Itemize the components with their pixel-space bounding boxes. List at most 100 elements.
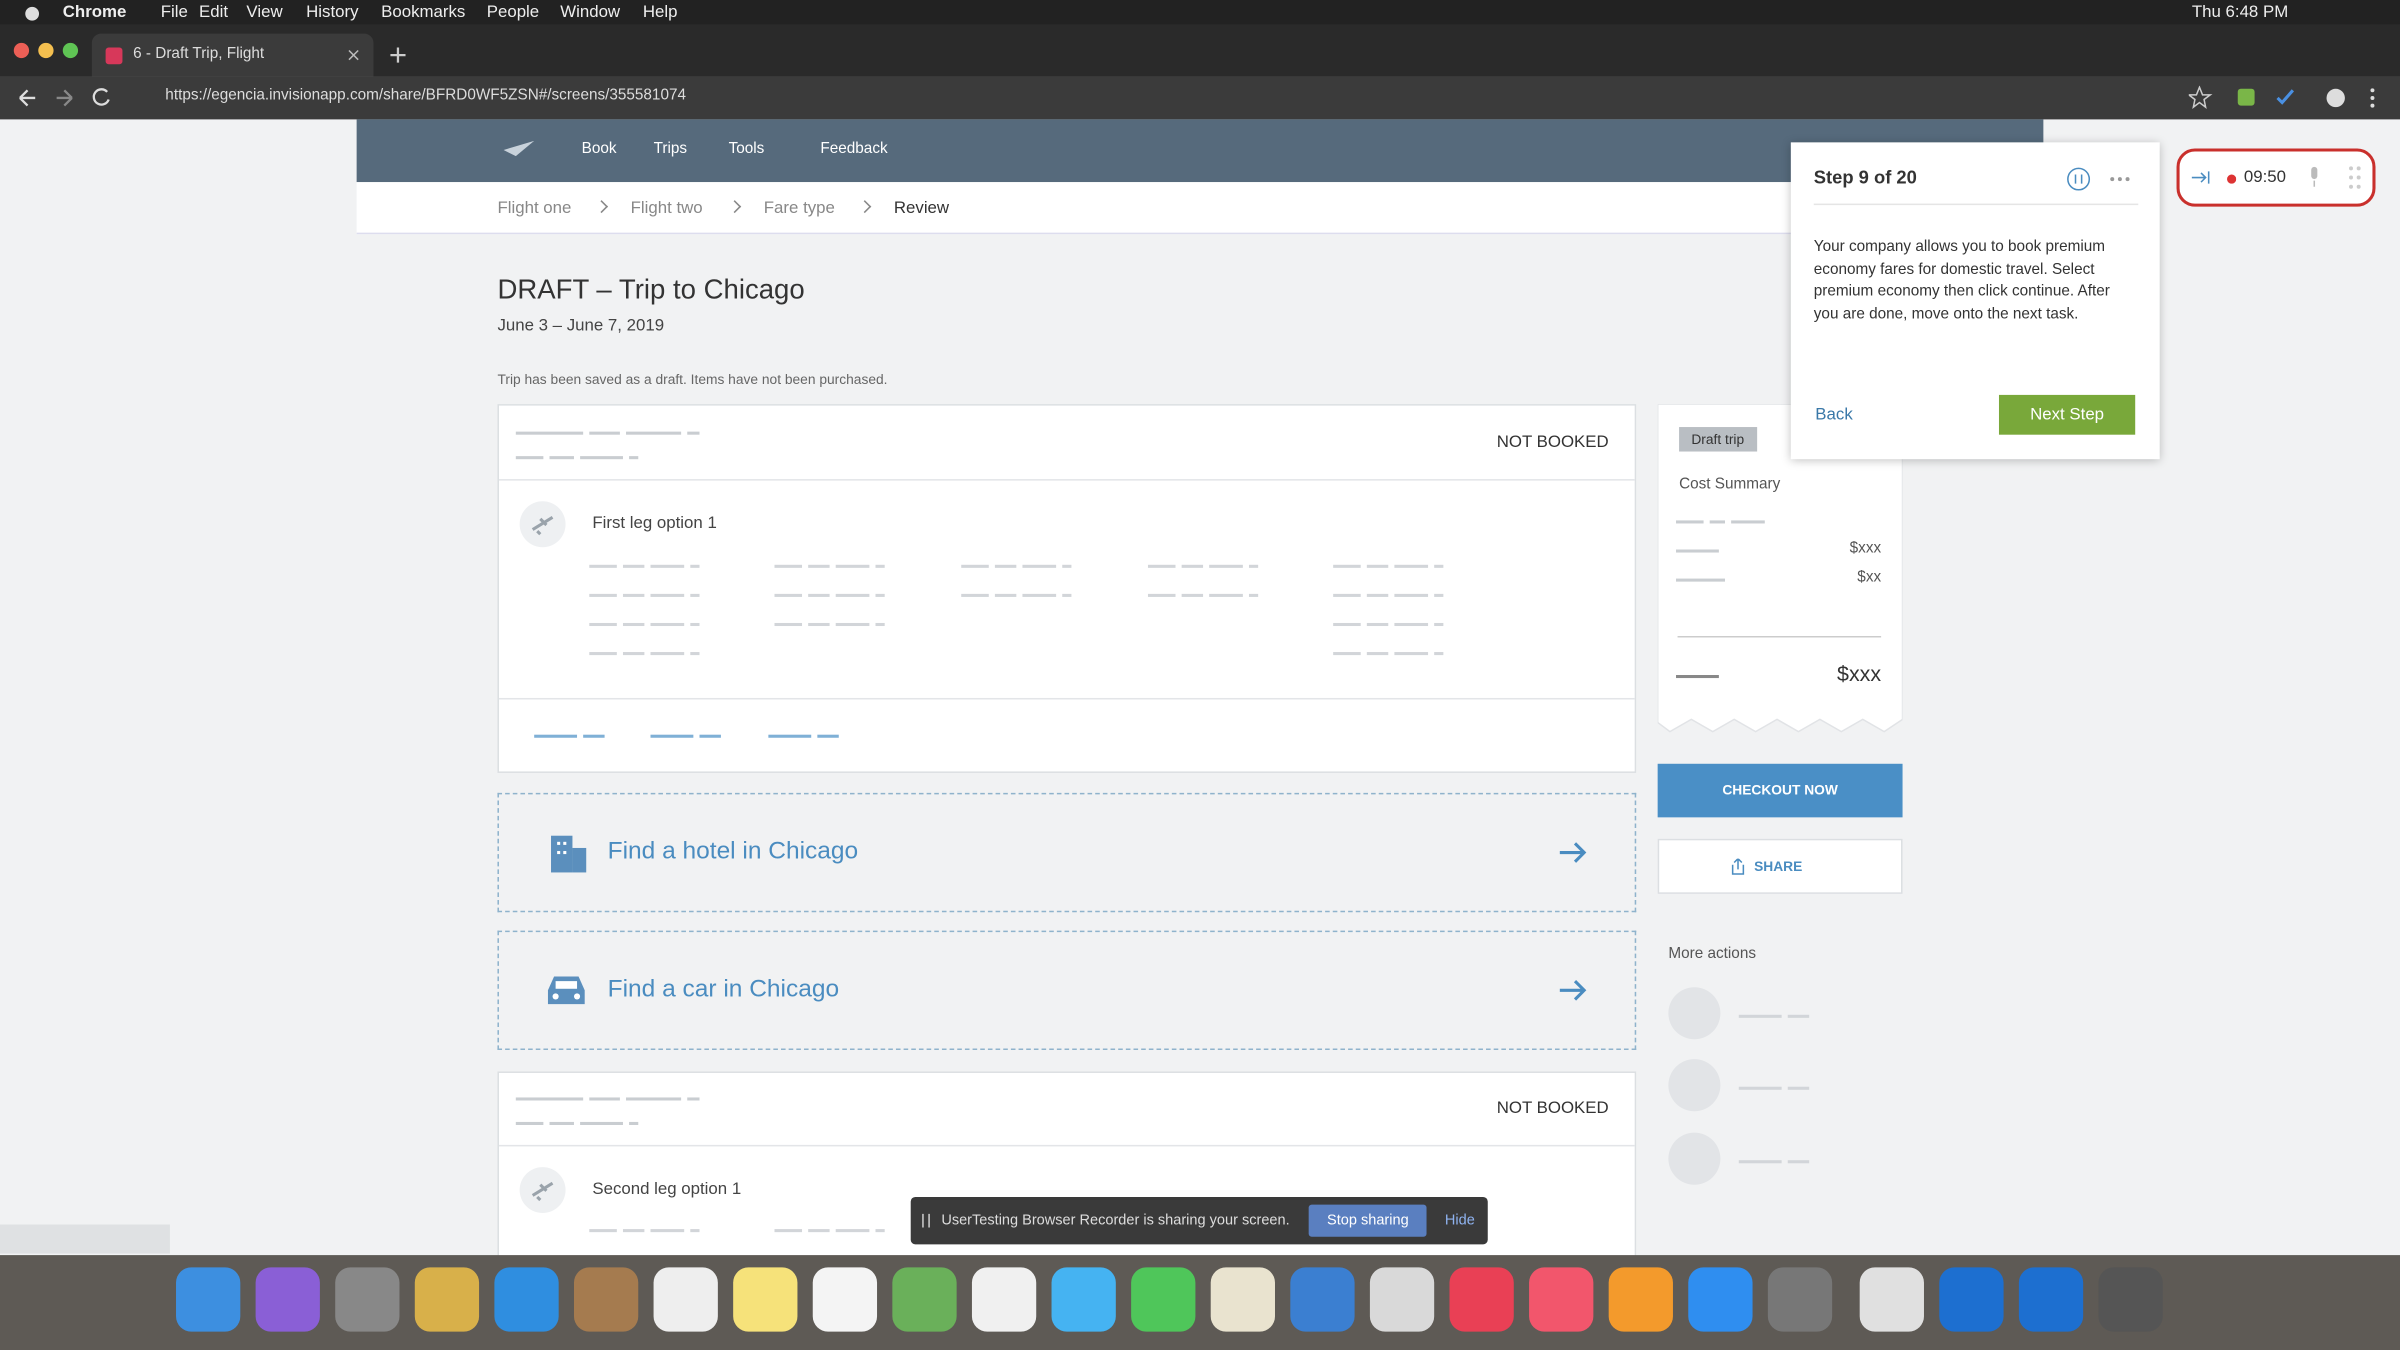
tab-bar: 6 - Draft Trip, Flight <box>0 24 2400 77</box>
placeholder-line <box>650 734 694 738</box>
menu-item[interactable]: Bookmarks <box>381 3 466 22</box>
menu-item[interactable]: View <box>246 3 283 22</box>
dock-icon[interactable] <box>1210 1267 1275 1332</box>
dock-icon[interactable] <box>653 1267 718 1332</box>
breadcrumb-bar: Flight one Flight two Fare type Review <box>356 182 2044 235</box>
panel-controls[interactable] <box>2066 167 2130 191</box>
placeholder-line <box>1181 564 1204 568</box>
dock-icon[interactable] <box>2018 1267 2084 1332</box>
back-button[interactable]: Back <box>1815 405 1853 424</box>
breadcrumb[interactable]: Fare type <box>763 198 835 218</box>
dock-icon[interactable] <box>1051 1267 1116 1332</box>
placeholder-line <box>622 593 645 597</box>
dock-icon[interactable] <box>1767 1267 1833 1332</box>
recorder: 09:50 <box>2176 148 2376 207</box>
breadcrumb[interactable]: Flight two <box>630 198 703 218</box>
placeholder-line <box>1366 593 1389 597</box>
hide-button[interactable]: Hide <box>1444 1212 1475 1230</box>
dock-icon[interactable] <box>971 1267 1037 1332</box>
checkout-button[interactable]: CHECKOUT NOW <box>1657 763 1903 818</box>
menu-item[interactable]: Help <box>642 3 678 22</box>
placeholder-line <box>875 1229 885 1233</box>
placeholder-line <box>835 593 870 597</box>
tab-close[interactable] <box>347 49 359 61</box>
dock-icon[interactable] <box>1449 1267 1514 1332</box>
menu-item[interactable]: History <box>306 3 359 22</box>
placeholder-line <box>835 564 870 568</box>
placeholder-line <box>774 1229 803 1233</box>
dock-icon[interactable] <box>335 1267 400 1332</box>
dock-icon[interactable] <box>892 1267 957 1332</box>
placeholder-line <box>589 1229 617 1233</box>
arrow <box>1559 980 1587 1001</box>
menu-item[interactable]: File <box>160 3 188 22</box>
placeholder-line <box>1394 564 1429 568</box>
placeholder-line <box>1787 1014 1810 1018</box>
placeholder-line <box>808 593 830 597</box>
trip-title: DRAFT – Trip to Chicago <box>497 273 805 305</box>
divider <box>498 479 1635 481</box>
trip-dates: June 3 – June 7, 2019 <box>497 316 665 336</box>
placeholder-line <box>1738 1086 1782 1090</box>
placeholder-line <box>1147 564 1176 568</box>
placeholder-line <box>1731 520 1765 524</box>
placeholder-line <box>1147 593 1176 597</box>
dock-icon[interactable] <box>1608 1267 1673 1332</box>
url[interactable]: https://egencia.invisionapp.com/share/BF… <box>165 87 687 105</box>
placeholder-line <box>1738 1014 1782 1018</box>
nav-item[interactable]: Trips <box>653 140 688 158</box>
dock-icon[interactable] <box>2098 1267 2163 1332</box>
placeholder-line <box>1787 1160 1810 1164</box>
nav-item[interactable]: Feedback <box>820 140 888 158</box>
dock-icon[interactable] <box>1131 1267 1196 1332</box>
apple-logo <box>25 6 40 21</box>
new-tab[interactable] <box>390 47 406 63</box>
dock-icon[interactable] <box>1688 1267 1753 1332</box>
menu-item[interactable]: People <box>486 3 540 22</box>
dock-icon[interactable] <box>812 1267 878 1332</box>
dock-icon[interactable] <box>733 1267 798 1332</box>
dock-icon[interactable] <box>414 1267 480 1332</box>
cost-line: $xx <box>1857 569 1882 587</box>
placeholder-line <box>534 734 578 738</box>
share-button[interactable]: SHARE <box>1657 838 1903 894</box>
car-link[interactable]: Find a car in Chicago <box>497 930 1637 1050</box>
nav-item[interactable]: Tools <box>728 140 765 158</box>
placeholder-line <box>817 734 839 738</box>
app-name[interactable]: Chrome <box>62 3 127 22</box>
placeholder-line <box>961 564 989 568</box>
hotel-link[interactable]: Find a hotel in Chicago <box>497 792 1637 913</box>
dock-icon[interactable] <box>176 1267 241 1332</box>
placeholder-line <box>1434 652 1444 656</box>
nav-item[interactable]: Book <box>581 140 617 158</box>
placeholder-line <box>1062 564 1072 568</box>
placeholder-line <box>1434 622 1444 627</box>
placeholder-line <box>629 456 639 460</box>
nav-buttons[interactable] <box>15 87 122 108</box>
chevron <box>595 200 609 214</box>
placeholder-line <box>690 652 700 656</box>
placeholder-line <box>1709 520 1725 524</box>
placeholder-line <box>650 652 685 656</box>
receipt <box>1657 404 1903 733</box>
placeholder-line <box>687 431 700 435</box>
dock-icon[interactable] <box>573 1267 639 1332</box>
leg-label: Second leg option 1 <box>592 1180 742 1199</box>
menu-item[interactable]: Window <box>560 3 621 22</box>
stop-sharing-button[interactable]: Stop sharing <box>1308 1204 1428 1237</box>
menu-item[interactable]: Edit <box>198 3 229 22</box>
link-text: Find a car in Chicago <box>607 976 840 1003</box>
dock-icon[interactable] <box>1369 1267 1435 1332</box>
dock-icon[interactable] <box>1859 1267 1924 1332</box>
dock-icon[interactable] <box>1290 1267 1355 1332</box>
dock-icon[interactable] <box>255 1267 320 1332</box>
next-step-button[interactable]: Next Step <box>1998 394 2136 435</box>
dock-icon[interactable] <box>494 1267 559 1332</box>
dock-icon[interactable] <box>1939 1267 2004 1332</box>
window-controls <box>13 42 79 59</box>
breadcrumb[interactable]: Flight one <box>497 198 572 218</box>
placeholder-line <box>808 564 830 568</box>
dock-icon[interactable] <box>1529 1267 1594 1332</box>
app-header: Book Trips Tools Feedback <box>356 119 2044 183</box>
tab[interactable]: 6 - Draft Trip, Flight <box>91 33 374 77</box>
